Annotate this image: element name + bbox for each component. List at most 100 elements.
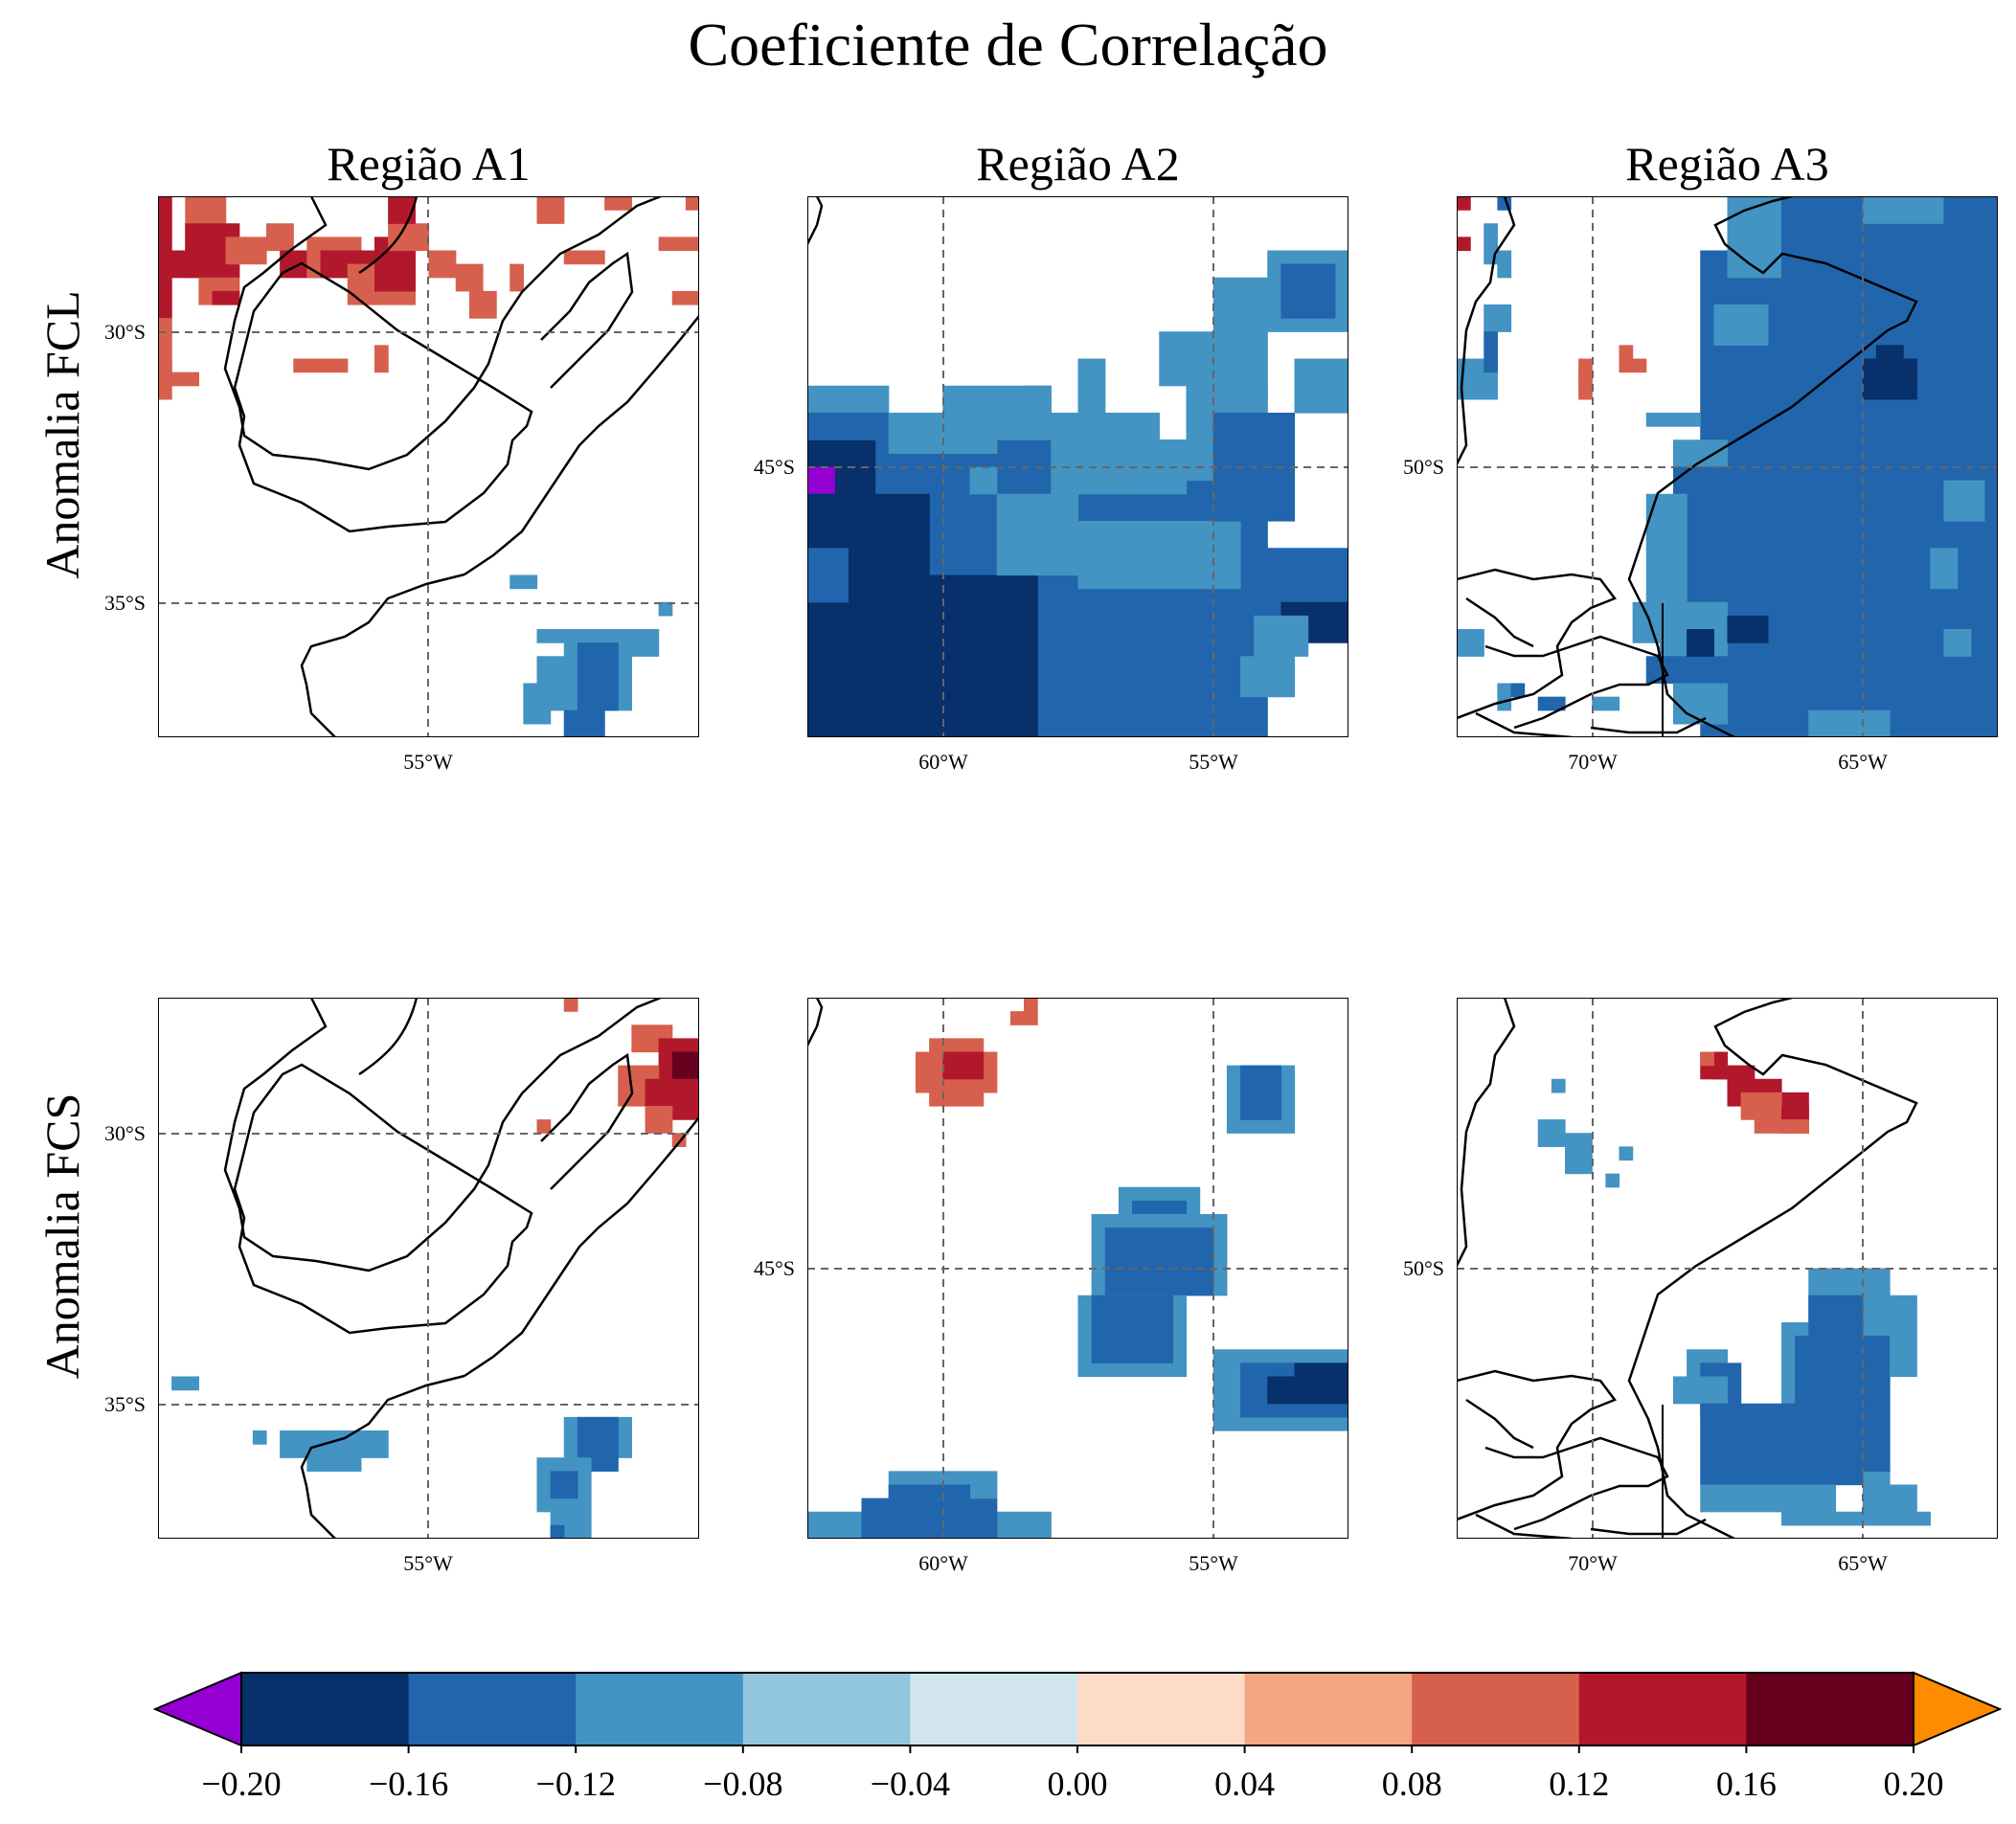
correlation-cell: [158, 358, 172, 387]
lon-label: 55°W: [403, 750, 453, 774]
correlation-cell: [1781, 196, 1864, 224]
correlation-cell: [510, 574, 538, 590]
correlation-cell: [550, 1524, 565, 1539]
correlation-cell: [1687, 629, 1714, 657]
correlation-cell: [1930, 548, 1959, 590]
lon-label: 70°W: [1568, 750, 1618, 774]
colorbar-under-arrow: [153, 1671, 242, 1747]
correlation-cell: [1619, 1146, 1634, 1161]
correlation-cell: [1484, 331, 1498, 373]
map-panel-fcl-a1: 55°W 30°S 35°S: [104, 196, 699, 774]
map-panel-fcs-a3: 70°W 65°W 50°S: [1403, 998, 1998, 1575]
lon-label: 65°W: [1838, 750, 1888, 774]
correlation-cell: [1104, 1227, 1214, 1296]
correlation-cell: [1943, 480, 1985, 522]
correlation-cell: [171, 372, 199, 387]
lat-label: 45°S: [753, 455, 795, 479]
correlation-cell: [888, 1484, 971, 1499]
correlation-cell: [1605, 1173, 1620, 1188]
correlation-cell: [969, 466, 998, 495]
lon-label: 60°W: [918, 1551, 968, 1575]
colorbar-segment: [408, 1673, 577, 1745]
correlation-cell: [1565, 1133, 1593, 1175]
correlation-cell: [1700, 1051, 1714, 1067]
colorbar-segment: [1244, 1673, 1413, 1745]
correlation-cell: [1645, 413, 1701, 427]
map-canvas: [1457, 998, 1998, 1539]
correlation-cell: [1457, 196, 1471, 211]
lon-label: 55°W: [1189, 750, 1238, 774]
correlation-cell: [658, 601, 673, 617]
correlation-cell: [1294, 358, 1348, 414]
correlation-cell: [658, 236, 699, 252]
correlation-cell: [1862, 196, 1945, 224]
correlation-cell: [1009, 1011, 1038, 1025]
row-label-fcs: Anomalia FCS: [35, 1092, 89, 1380]
colorbar-tick-label: 0.12: [1549, 1765, 1610, 1803]
correlation-cell: [523, 683, 552, 725]
column-title-a3: Região A3: [1625, 137, 1829, 191]
correlation-cell: [807, 548, 849, 603]
correlation-cell: [374, 345, 389, 373]
correlation-cell: [1795, 1119, 1809, 1134]
colorbar-segment: [1746, 1673, 1914, 1745]
correlation-cell: [1740, 1092, 1782, 1120]
correlation-cell: [874, 574, 1038, 737]
correlation-cell: [1267, 1376, 1348, 1405]
correlation-cell: [388, 223, 430, 252]
correlation-cell: [604, 196, 632, 211]
correlation-cell: [671, 1051, 699, 1080]
correlation-cell: [1875, 1511, 1931, 1526]
colorbar-tick-label: −0.12: [535, 1765, 616, 1803]
colorbar-segment: [910, 1673, 1078, 1745]
correlation-cell: [455, 263, 484, 292]
correlation-cell: [280, 1430, 389, 1458]
correlation-cell: [1077, 521, 1241, 590]
colorbar: [153, 1671, 2002, 1753]
correlation-cell: [1673, 683, 1729, 725]
correlation-cell: [1578, 372, 1593, 400]
map-panel-fcl-a2: 60°W 55°W 45°S: [754, 196, 1348, 774]
correlation-cell: [929, 1092, 985, 1107]
correlation-cell: [1457, 629, 1484, 657]
colorbar-tick-label: 0.04: [1214, 1765, 1276, 1803]
correlation-cell: [1781, 1511, 1891, 1526]
colorbar-segment: [1412, 1673, 1580, 1745]
correlation-cell: [388, 196, 416, 224]
correlation-cell: [536, 196, 565, 224]
correlation-cell: [942, 1051, 985, 1080]
map-panel-fcs-a1: 55°W 30°S 35°S: [104, 998, 699, 1575]
correlation-cell: [563, 998, 578, 1012]
correlation-cell: [225, 236, 267, 265]
colorbar-tick-label: 0.20: [1883, 1765, 1944, 1803]
lat-label: 35°S: [103, 1392, 146, 1416]
lat-label: 50°S: [1402, 455, 1444, 479]
correlation-cell: [1943, 196, 1998, 279]
lat-label: 50°S: [1402, 1256, 1444, 1280]
colorbar-tick-label: 0.00: [1047, 1765, 1108, 1803]
correlation-cell: [1808, 709, 1891, 737]
correlation-cell: [1700, 1403, 1864, 1486]
map-canvas: [1457, 196, 1998, 737]
correlation-cell: [1632, 601, 1661, 643]
correlation-cell: [1875, 345, 1904, 360]
row-label-fcl: Anomalia FCL: [35, 290, 89, 579]
correlation-cell: [1713, 1065, 1756, 1080]
correlation-cell: [563, 709, 605, 737]
correlation-cell: [671, 290, 699, 305]
correlation-cell: [1551, 1078, 1566, 1093]
correlation-cell: [468, 290, 497, 319]
lat-label: 45°S: [753, 1256, 795, 1280]
map-panel-fcs-a2: 60°W 55°W 45°S: [754, 998, 1348, 1575]
colorbar-tick-label: −0.04: [870, 1765, 951, 1803]
colorbar-tick-label: 0.08: [1381, 1765, 1442, 1803]
correlation-cell: [1240, 656, 1296, 698]
correlation-cell: [266, 223, 294, 252]
lon-label: 55°W: [1189, 1551, 1238, 1575]
correlation-cell: [158, 196, 172, 319]
colorbar-segment: [241, 1673, 410, 1745]
correlation-cell: [171, 250, 214, 279]
correlation-cell: [1484, 223, 1498, 265]
map-canvas: [158, 196, 699, 737]
correlation-cell: [550, 1471, 578, 1499]
